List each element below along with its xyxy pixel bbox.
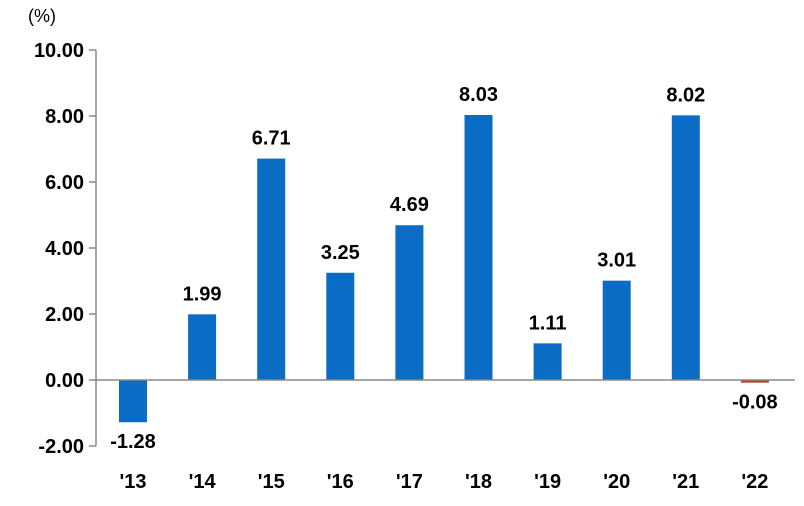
y-tick-label: 6.00 xyxy=(45,172,84,194)
x-tick-label: '21 xyxy=(672,471,699,493)
bar-value-label: 1.11 xyxy=(529,312,567,334)
bar xyxy=(119,380,147,423)
y-tick-label: 0.00 xyxy=(45,370,84,392)
bar-value-label: 8.03 xyxy=(459,84,498,106)
x-tick-label: '16 xyxy=(327,471,354,493)
y-axis-unit-label: (%) xyxy=(28,6,56,26)
bar-value-label: -1.28 xyxy=(110,431,156,453)
bar xyxy=(326,272,355,380)
bar xyxy=(671,115,700,380)
bar-value-label: 3.01 xyxy=(597,250,636,272)
bar-value-label: 4.69 xyxy=(390,194,429,216)
y-tick-label: 8.00 xyxy=(45,106,84,128)
bar-value-label: 3.25 xyxy=(321,242,360,264)
bar-value-label: 1.99 xyxy=(183,283,222,305)
value-labels: -1.28 1.99 6.71 3.25 4.69 8.03 1.11 3.01 8.02 -0.… xyxy=(110,84,777,453)
bar xyxy=(602,280,631,380)
bar xyxy=(533,343,562,380)
bars xyxy=(119,115,769,423)
x-axis-ticks: '13 '14 '15 '16 '17 '18 '19 '20 '21 '22 xyxy=(119,471,768,493)
x-tick-label: '18 xyxy=(465,471,492,493)
y-axis-ticks: -2.00 0.00 2.00 4.00 6.00 8.00 10.00 xyxy=(34,40,96,458)
x-tick-label: '13 xyxy=(119,471,146,493)
x-tick-label: '22 xyxy=(741,471,768,493)
y-tick-label: 10.00 xyxy=(34,40,84,62)
bar-value-label: 6.71 xyxy=(252,128,291,150)
y-tick-label: 4.00 xyxy=(45,238,84,260)
bar xyxy=(464,115,493,380)
bar xyxy=(257,158,286,380)
x-tick-label: '17 xyxy=(396,471,423,493)
x-tick-label: '20 xyxy=(603,471,630,493)
bar-value-label: -0.08 xyxy=(732,392,778,414)
y-tick-label: -2.00 xyxy=(38,436,84,458)
x-tick-label: '14 xyxy=(189,471,217,493)
y-tick-label: 2.00 xyxy=(45,304,84,326)
bar-value-label: 8.02 xyxy=(666,84,705,106)
x-tick-label: '19 xyxy=(534,471,561,493)
bar xyxy=(188,314,217,380)
bar xyxy=(740,380,769,383)
bar xyxy=(395,225,424,380)
x-tick-label: '15 xyxy=(258,471,285,493)
